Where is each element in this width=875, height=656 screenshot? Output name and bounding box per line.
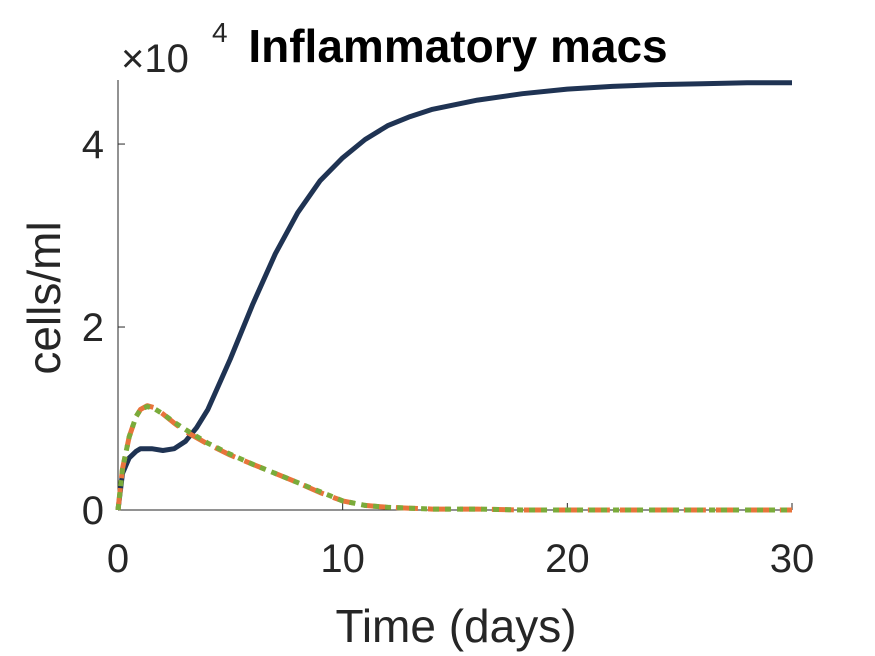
x-tick-label: 0 [107,537,129,581]
x-tick-label: 20 [545,537,590,581]
tick-labels: 0 10 20 30 0 2 4 [82,123,815,581]
x-axis-label: Time (days) [335,600,576,652]
y-tick-label: 4 [82,123,104,167]
y-axis-label: cells/ml [18,221,70,374]
x-tick-label: 30 [770,537,815,581]
series-line-1 [115,80,792,511]
series-layer [115,80,792,513]
axes [117,80,793,511]
y-tick-label: 2 [82,306,104,350]
x-tick-label: 10 [320,537,365,581]
y-axis-exponent-base: ×10 [121,37,189,81]
chart-title: Inflammatory macs [248,20,667,72]
y-axis-exponent-power: 4 [212,17,228,48]
series-line-2 [115,403,792,513]
series-line-3 [115,404,792,513]
y-tick-label: 0 [82,489,104,533]
